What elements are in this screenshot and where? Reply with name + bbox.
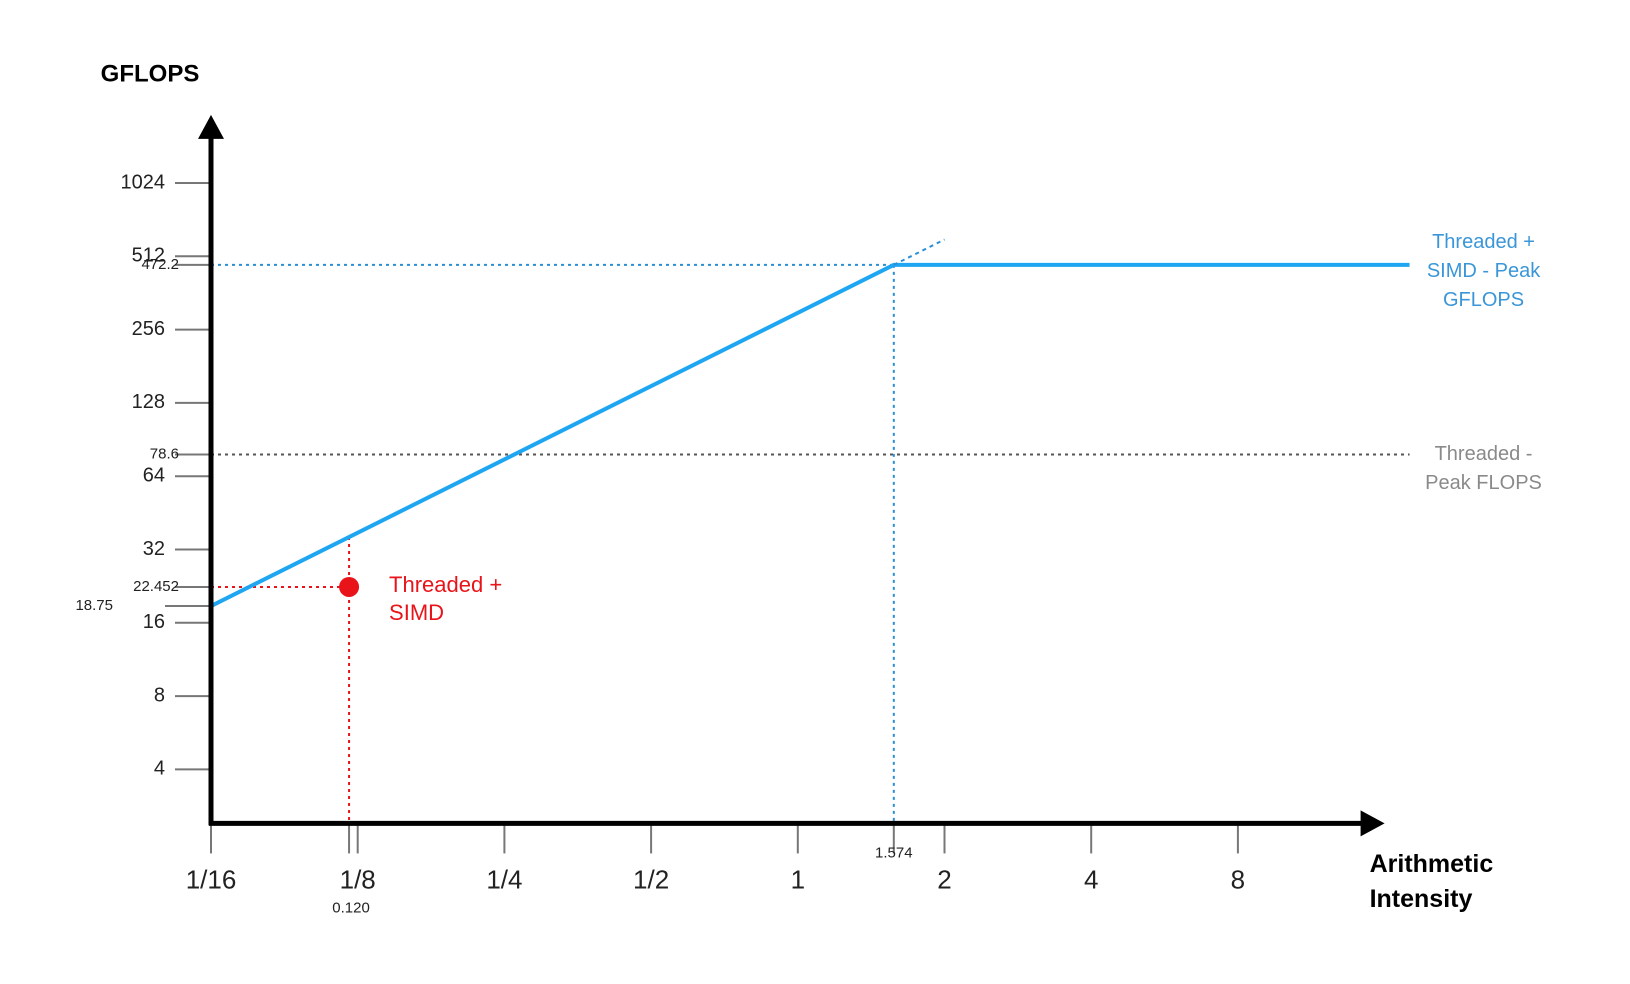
- y-tick-label: 256: [132, 318, 165, 340]
- x-axis-title: Intensity: [1370, 885, 1473, 913]
- y-tick-label: 8: [154, 684, 165, 706]
- annotated-y-tick-label: 22.452: [133, 578, 179, 595]
- series-line: [210, 262, 1410, 608]
- peak-label: Peak FLOPS: [1425, 472, 1542, 494]
- y-axis-title: GFLOPS: [101, 60, 200, 87]
- peak-label: Threaded -: [1435, 443, 1533, 465]
- x-tick-label: 1/16: [186, 864, 237, 894]
- data-point: [339, 576, 360, 597]
- x-tick-label: 1/4: [486, 864, 522, 894]
- x-tick-label: 1/8: [340, 864, 376, 894]
- y-tick-label: 1024: [121, 171, 166, 193]
- peak-label: Threaded +: [1432, 231, 1535, 253]
- annotated-x-tick-label: 1.574: [875, 844, 913, 861]
- y-tick-label: 128: [132, 391, 165, 413]
- x-tick-label: 8: [1231, 864, 1245, 894]
- annotated-x-tick-label: 0.120: [332, 899, 370, 916]
- annotated-y-tick-label: 78.6: [150, 445, 179, 462]
- peak-label: SIMD - Peak: [1427, 260, 1541, 282]
- y-tick-label: 64: [143, 464, 165, 486]
- annotated-y-tick-label: 472.2: [141, 256, 179, 273]
- y-tick-label: 16: [143, 611, 165, 633]
- point-label: Threaded +: [389, 572, 502, 597]
- point-label: SIMD: [389, 600, 444, 625]
- x-tick-label: 1: [791, 864, 805, 894]
- y-axis-arrow: [198, 114, 224, 139]
- x-axis-arrow: [1360, 810, 1385, 837]
- series-line: [893, 238, 945, 266]
- peak-label: GFLOPS: [1443, 289, 1524, 311]
- y-tick-label: 4: [154, 758, 165, 780]
- x-tick-label: 2: [937, 864, 951, 894]
- y-tick-label: 32: [143, 538, 165, 560]
- x-axis-title: Arithmetic: [1370, 850, 1494, 878]
- x-tick-label: 4: [1084, 864, 1098, 894]
- y-tick-label: 512: [132, 245, 165, 267]
- annotated-y-tick-label: 18.75: [75, 597, 113, 614]
- x-tick-label: 1/2: [633, 864, 669, 894]
